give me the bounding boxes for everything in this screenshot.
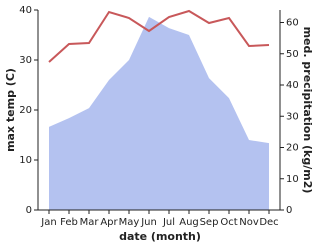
x-tick-label: Aug [179, 217, 199, 228]
y-tick-label: 10 [19, 155, 32, 166]
y2-tick-label: 50 [286, 49, 299, 60]
y2-tick-label: 60 [286, 18, 299, 29]
y2-tick-label: 0 [286, 205, 292, 216]
y-tick-label: 30 [19, 55, 32, 66]
y-tick-label: 0 [26, 205, 32, 216]
y-tick-label: 20 [19, 105, 32, 116]
y-tick-label: 40 [19, 5, 32, 16]
x-tick-label: Jan [40, 217, 56, 228]
x-tick-label: Jul [162, 217, 175, 228]
x-tick-label: Apr [100, 217, 118, 228]
y2-tick-label: 20 [286, 143, 299, 154]
x-tick-label: Mar [80, 217, 100, 228]
y2-tick-label: 10 [286, 174, 299, 185]
x-tick-label: Sep [200, 217, 219, 228]
y-axis-title: max temp (C) [4, 68, 17, 152]
x-tick-label: Nov [239, 217, 259, 228]
precipitation-area [49, 16, 269, 210]
y2-axis-title: med. precipitation (kg/m2) [301, 27, 314, 194]
y2-tick-label: 30 [286, 111, 299, 122]
x-tick-label: Dec [259, 217, 278, 228]
x-tick-label: Oct [220, 217, 237, 228]
x-tick-label: Feb [60, 217, 78, 228]
temperature-line [48, 9, 270, 63]
x-tick-label: Jun [140, 217, 157, 228]
y2-tick-label: 40 [286, 80, 299, 91]
x-axis-title: date (month) [119, 230, 201, 243]
x-tick-label: May [119, 217, 140, 228]
